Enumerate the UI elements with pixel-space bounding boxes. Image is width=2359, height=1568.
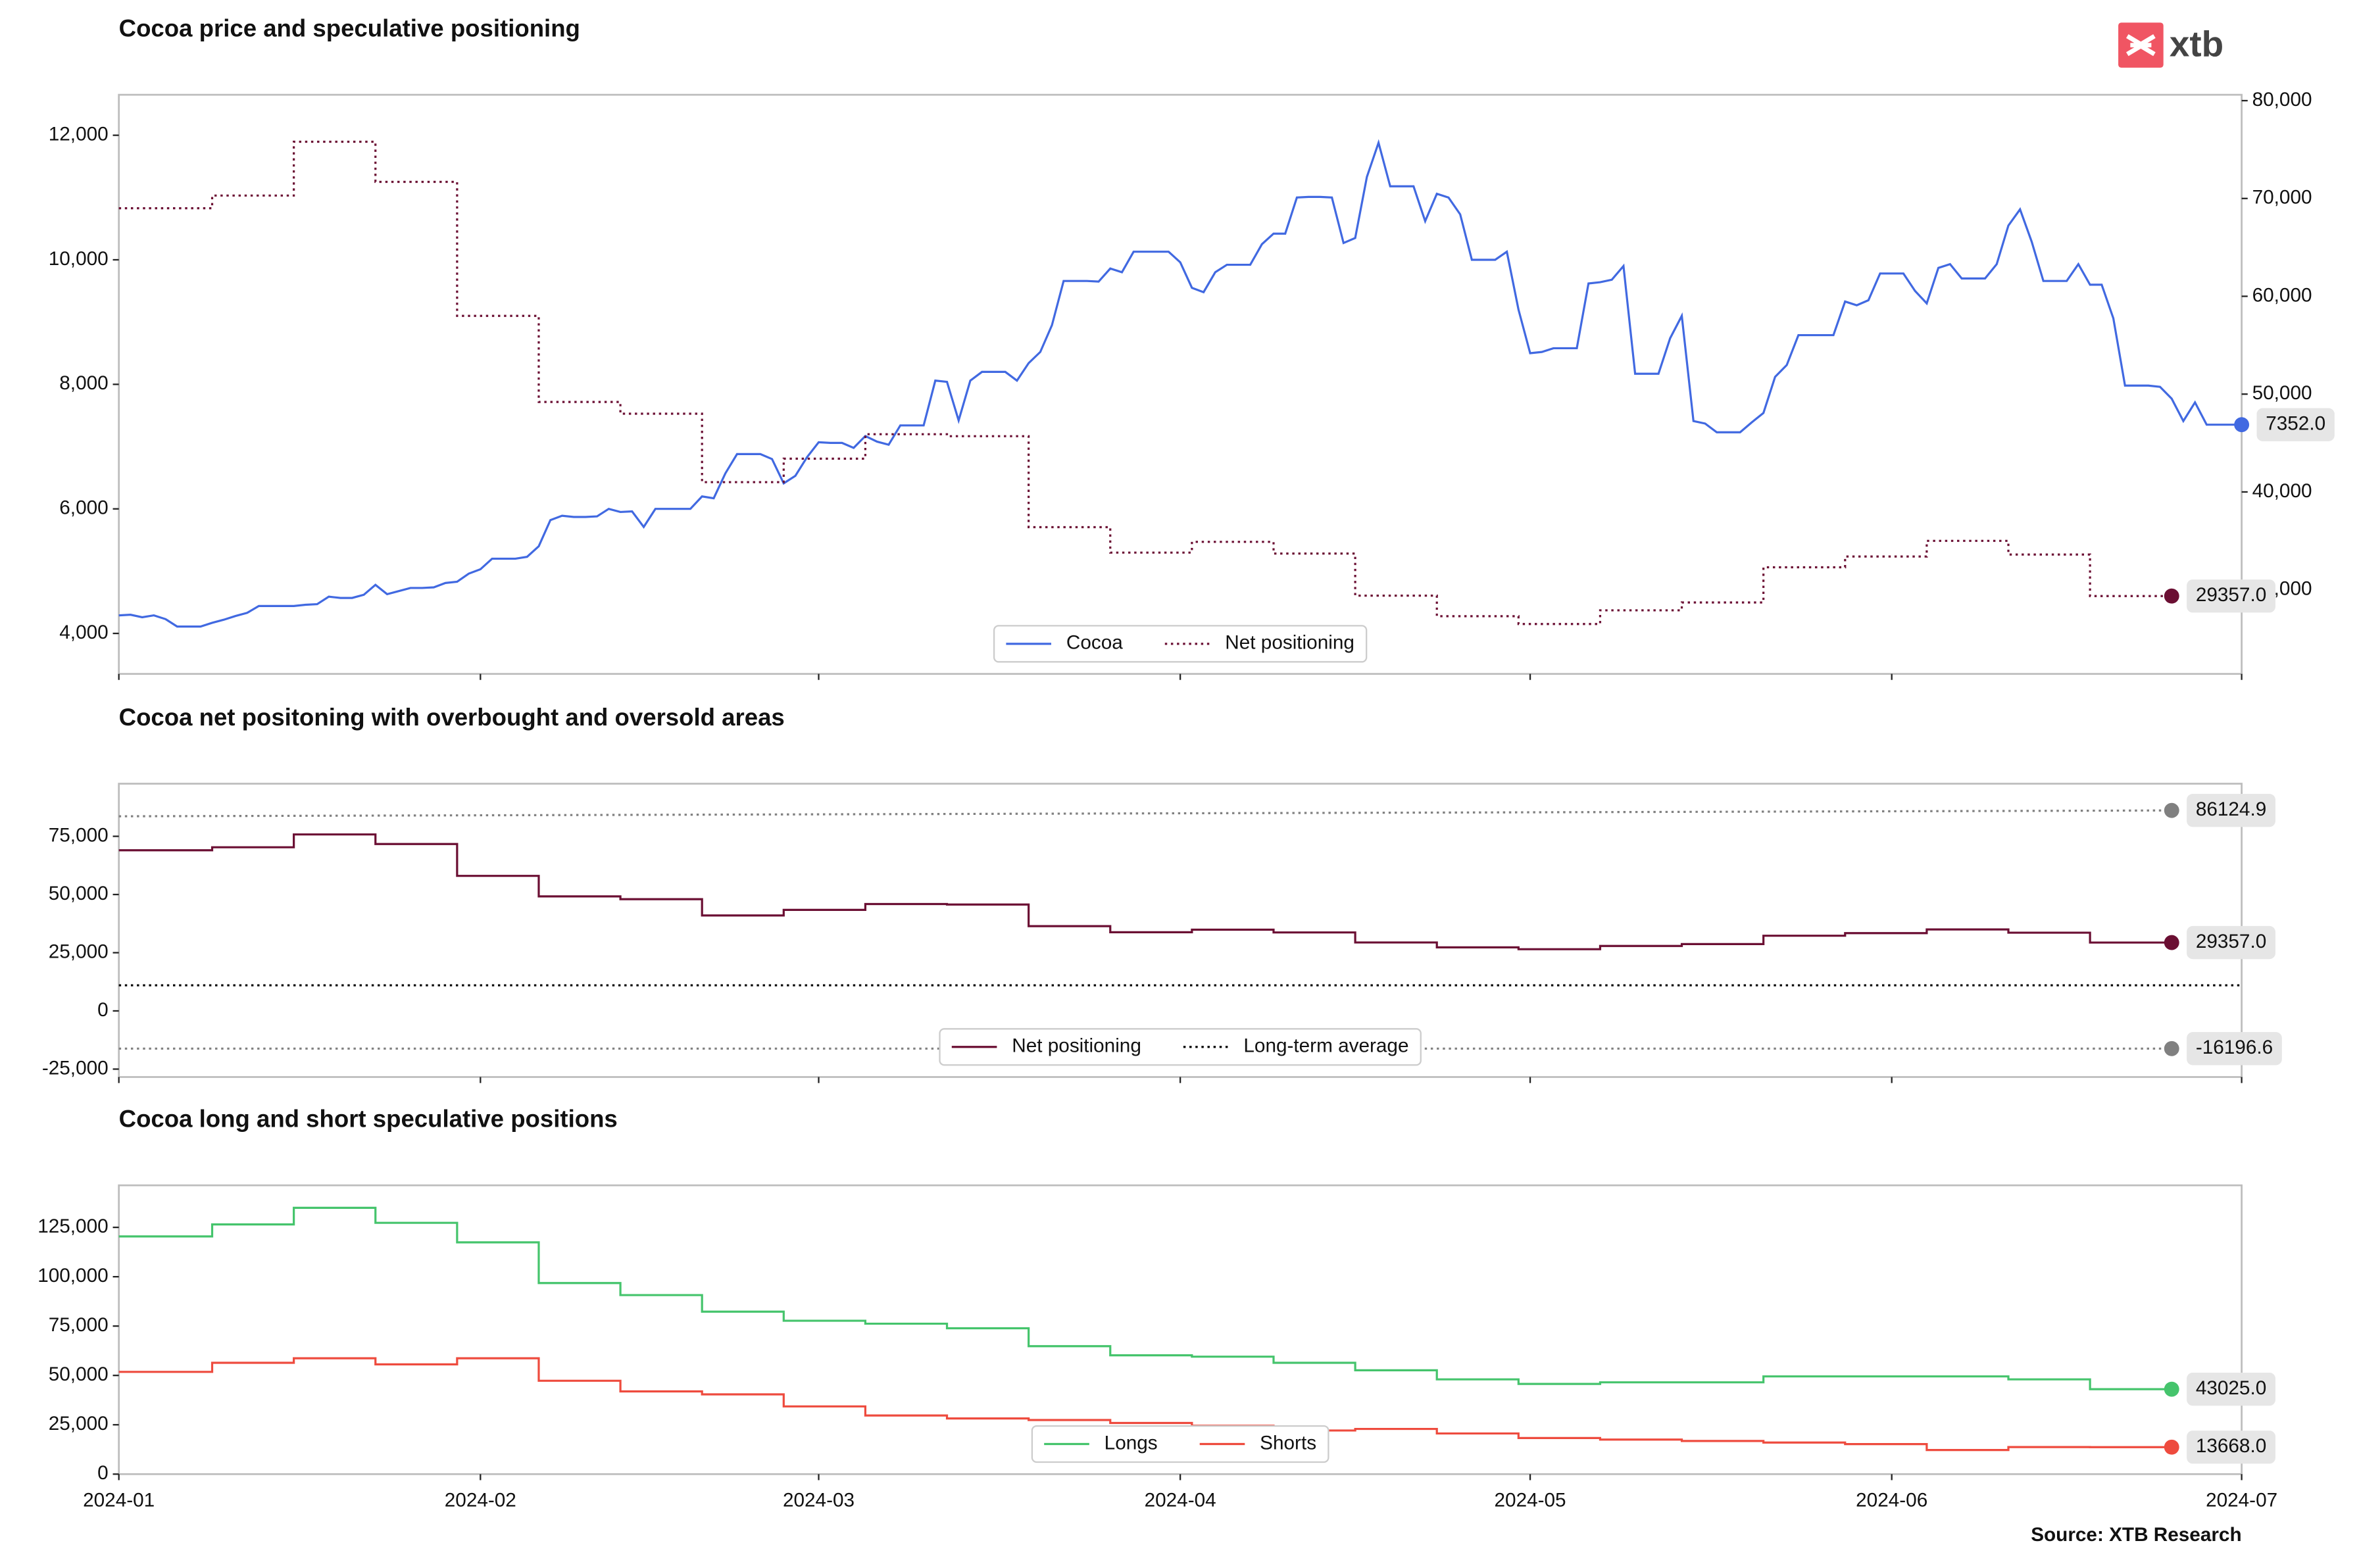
end-label: 7352.0: [2266, 413, 2325, 435]
chart-title: Cocoa net positoning with overbought and…: [119, 704, 785, 731]
logo: xtb: [2118, 22, 2223, 68]
end-marker: [2164, 1041, 2179, 1056]
y-tick-label: 75,000: [49, 1314, 109, 1336]
end-label-box: [2256, 408, 2335, 441]
end-label: 86124.9: [2196, 798, 2266, 820]
end-label-box: [2187, 794, 2275, 827]
legend: Cocoa Net positioning: [993, 625, 1368, 663]
y-tick-label: -25,000: [42, 1057, 109, 1079]
y-tick-label: 25,000: [49, 941, 109, 962]
series-line: [118, 833, 2172, 950]
series-line: [118, 1206, 2172, 1390]
legend: Longs Shorts: [1031, 1425, 1329, 1463]
y-tick-label: 100,000: [37, 1265, 108, 1286]
legend-box: [1031, 1425, 1329, 1463]
end-marker: [2164, 935, 2179, 950]
legend-label: Long-term average: [1243, 1035, 1408, 1057]
end-label-box: [2187, 925, 2275, 960]
x-tick-label: 2024-05: [1495, 1489, 1566, 1511]
legend-label: Shorts: [1260, 1432, 1316, 1454]
end-marker: [2164, 1381, 2179, 1397]
legend-label: Longs: [1105, 1432, 1158, 1454]
end-label: 13668.0: [2196, 1435, 2266, 1457]
end-label: -16196.6: [2196, 1037, 2273, 1058]
end-marker: [2234, 417, 2250, 433]
chart-title: Cocoa price and speculative positioning: [119, 14, 580, 41]
y-tick-label: 25,000: [49, 1413, 109, 1434]
source-note: Source: XTB Research: [2031, 1524, 2241, 1546]
y2-tick-label: 50,000: [2252, 382, 2312, 404]
y-tick-label: 10,000: [49, 248, 109, 270]
end-label-box: [2187, 1372, 2275, 1406]
y-tick-label: 6,000: [59, 497, 108, 519]
y2-tick-label: 40,000: [2252, 480, 2312, 502]
end-marker: [2164, 802, 2179, 818]
x-tick-label: 2024-01: [83, 1489, 155, 1511]
end-marker: [2164, 588, 2179, 604]
y-tick-label: 50,000: [49, 1363, 109, 1385]
y-tick-label: 4,000: [59, 622, 108, 643]
series-line: [118, 1357, 2172, 1452]
y-tick-label: 75,000: [49, 824, 109, 846]
y2-tick-label: 70,000: [2252, 187, 2312, 208]
end-label-box: [2187, 1431, 2275, 1464]
legend: Net positioning Long-term average: [939, 1028, 1422, 1066]
y-tick-label: 0: [97, 999, 109, 1021]
series-line: [118, 139, 2242, 628]
x-tick-label: 2024-07: [2206, 1489, 2277, 1511]
y-tick-label: 50,000: [49, 883, 109, 904]
x-tick-label: 2024-06: [1856, 1489, 1927, 1511]
y2-tick-label: 80,000: [2252, 89, 2312, 110]
end-marker: [2164, 1439, 2179, 1455]
legend-label: Cocoa: [1066, 632, 1123, 654]
x-tick-label: 2024-02: [445, 1489, 516, 1511]
legend-label: Net positioning: [1225, 632, 1354, 654]
legend-label: Net positioning: [1012, 1035, 1141, 1057]
end-label-box: [2187, 579, 2275, 613]
end-label: 29357.0: [2196, 931, 2266, 952]
end-label: 29357.0: [2196, 584, 2266, 606]
legend-box: [939, 1028, 1422, 1066]
x-tick-label: 2024-04: [1145, 1489, 1216, 1511]
y-tick-label: 8,000: [59, 372, 108, 394]
x-tick-label: 2024-03: [783, 1489, 855, 1511]
end-label-box: [2187, 1032, 2282, 1066]
end-label: 43025.0: [2196, 1377, 2266, 1399]
y-tick-label: 0: [97, 1462, 109, 1484]
chart-title: Cocoa long and short speculative positio…: [119, 1106, 618, 1133]
y-tick-label: 125,000: [37, 1215, 108, 1237]
y2-tick-label: 60,000: [2252, 284, 2312, 306]
y-tick-label: 12,000: [49, 124, 109, 145]
logo-text: xtb: [2170, 23, 2223, 64]
legend-box: [993, 625, 1368, 663]
logo-icon: [2126, 34, 2156, 57]
